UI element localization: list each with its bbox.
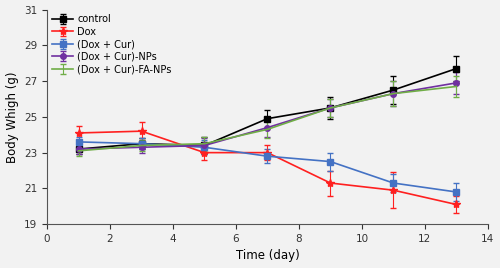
X-axis label: Time (day): Time (day)	[236, 250, 300, 262]
Legend: control, Dox, (Dox + Cur), (Dox + Cur)-NPs, (Dox + Cur)-FA-NPs: control, Dox, (Dox + Cur), (Dox + Cur)-N…	[50, 13, 174, 76]
Y-axis label: Body Whigh (g): Body Whigh (g)	[6, 71, 18, 163]
